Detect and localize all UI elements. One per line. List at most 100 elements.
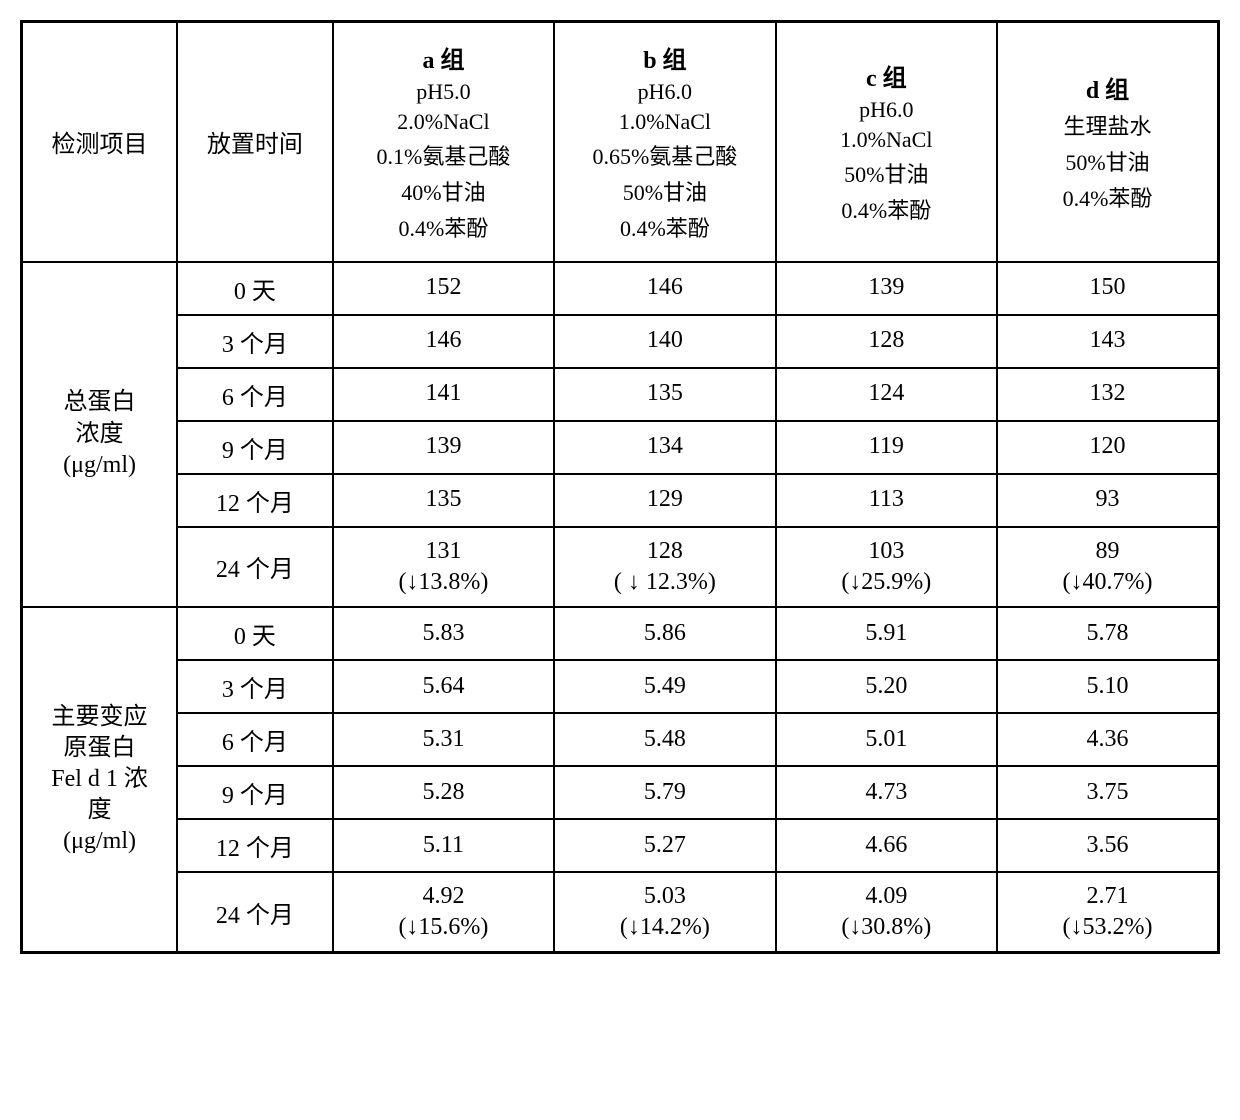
time-cell: 24 个月 bbox=[177, 872, 333, 953]
value-cell: 5.01 bbox=[776, 713, 997, 766]
group-b-title: b 组 bbox=[561, 40, 768, 75]
table-row: 3 个月5.645.495.205.10 bbox=[22, 660, 1219, 713]
group-b-line-3: 50%甘油 bbox=[561, 175, 768, 207]
value-cell: 5.03(↓14.2%) bbox=[554, 872, 775, 953]
group-a-line-3: 40%甘油 bbox=[340, 175, 547, 207]
table-row: 12 个月5.115.274.663.56 bbox=[22, 819, 1219, 872]
time-cell: 9 个月 bbox=[177, 766, 333, 819]
table-body: 总蛋白浓度(μg/ml)0 天1521461391503 个月146140128… bbox=[22, 262, 1219, 953]
value-cell: 134 bbox=[554, 421, 775, 474]
data-table: 检测项目 放置时间 a 组 pH5.0 2.0%NaCl 0.1%氨基己酸 40… bbox=[20, 20, 1220, 954]
value-cell: 4.09(↓30.8%) bbox=[776, 872, 997, 953]
group-c-line-2: 50%甘油 bbox=[783, 157, 990, 189]
table-row: 12 个月13512911393 bbox=[22, 474, 1219, 527]
value-cell: 143 bbox=[997, 315, 1218, 368]
group-d-line-0: 生理盐水 bbox=[1004, 109, 1211, 141]
value-cell: 4.66 bbox=[776, 819, 997, 872]
value-cell: 5.78 bbox=[997, 607, 1218, 660]
value-cell: 146 bbox=[333, 315, 554, 368]
value-cell: 5.64 bbox=[333, 660, 554, 713]
table-row: 6 个月141135124132 bbox=[22, 368, 1219, 421]
section-label: 总蛋白浓度(μg/ml) bbox=[22, 262, 178, 607]
value-cell: 5.31 bbox=[333, 713, 554, 766]
time-cell: 6 个月 bbox=[177, 713, 333, 766]
value-cell: 146 bbox=[554, 262, 775, 315]
value-cell: 4.36 bbox=[997, 713, 1218, 766]
group-d-line-2: 0.4%苯酚 bbox=[1004, 181, 1211, 213]
value-cell: 5.83 bbox=[333, 607, 554, 660]
value-cell: 132 bbox=[997, 368, 1218, 421]
value-cell: 5.28 bbox=[333, 766, 554, 819]
col-header-item: 检测项目 bbox=[22, 22, 178, 262]
table-row: 24 个月4.92(↓15.6%)5.03(↓14.2%)4.09(↓30.8%… bbox=[22, 872, 1219, 953]
table-row: 9 个月139134119120 bbox=[22, 421, 1219, 474]
group-a-line-0: pH5.0 bbox=[340, 79, 547, 105]
table-row: 主要变应原蛋白Fel d 1 浓度(μg/ml)0 天5.835.865.915… bbox=[22, 607, 1219, 660]
value-cell: 135 bbox=[554, 368, 775, 421]
value-cell: 5.20 bbox=[776, 660, 997, 713]
value-cell: 152 bbox=[333, 262, 554, 315]
table-row: 9 个月5.285.794.733.75 bbox=[22, 766, 1219, 819]
group-d-line-1: 50%甘油 bbox=[1004, 145, 1211, 177]
group-b-line-2: 0.65%氨基己酸 bbox=[561, 139, 768, 171]
time-cell: 12 个月 bbox=[177, 819, 333, 872]
section-label: 主要变应原蛋白Fel d 1 浓度(μg/ml) bbox=[22, 607, 178, 953]
col-header-time: 放置时间 bbox=[177, 22, 333, 262]
group-c-line-3: 0.4%苯酚 bbox=[783, 193, 990, 225]
col-header-group-c: c 组 pH6.0 1.0%NaCl 50%甘油 0.4%苯酚 bbox=[776, 22, 997, 262]
value-cell: 4.92(↓15.6%) bbox=[333, 872, 554, 953]
value-cell: 5.91 bbox=[776, 607, 997, 660]
time-cell: 6 个月 bbox=[177, 368, 333, 421]
value-cell: 5.86 bbox=[554, 607, 775, 660]
value-cell: 93 bbox=[997, 474, 1218, 527]
value-cell: 139 bbox=[333, 421, 554, 474]
value-cell: 113 bbox=[776, 474, 997, 527]
group-b-line-1: 1.0%NaCl bbox=[561, 109, 768, 135]
value-cell: 139 bbox=[776, 262, 997, 315]
value-cell: 2.71(↓53.2%) bbox=[997, 872, 1218, 953]
value-cell: 5.48 bbox=[554, 713, 775, 766]
group-b-line-0: pH6.0 bbox=[561, 79, 768, 105]
group-a-line-1: 2.0%NaCl bbox=[340, 109, 547, 135]
time-cell: 9 个月 bbox=[177, 421, 333, 474]
value-cell: 128( ↓ 12.3%) bbox=[554, 527, 775, 607]
value-cell: 120 bbox=[997, 421, 1218, 474]
group-d-title: d 组 bbox=[1004, 70, 1211, 105]
time-cell: 12 个月 bbox=[177, 474, 333, 527]
value-cell: 5.49 bbox=[554, 660, 775, 713]
value-cell: 5.11 bbox=[333, 819, 554, 872]
value-cell: 131(↓13.8%) bbox=[333, 527, 554, 607]
value-cell: 3.75 bbox=[997, 766, 1218, 819]
col-header-group-d: d 组 生理盐水 50%甘油 0.4%苯酚 bbox=[997, 22, 1218, 262]
col-header-group-b: b 组 pH6.0 1.0%NaCl 0.65%氨基己酸 50%甘油 0.4%苯… bbox=[554, 22, 775, 262]
value-cell: 141 bbox=[333, 368, 554, 421]
value-cell: 89(↓40.7%) bbox=[997, 527, 1218, 607]
group-a-title: a 组 bbox=[340, 40, 547, 75]
table-row: 3 个月146140128143 bbox=[22, 315, 1219, 368]
value-cell: 4.73 bbox=[776, 766, 997, 819]
group-c-line-1: 1.0%NaCl bbox=[783, 127, 990, 153]
time-cell: 0 天 bbox=[177, 607, 333, 660]
table-row: 6 个月5.315.485.014.36 bbox=[22, 713, 1219, 766]
value-cell: 140 bbox=[554, 315, 775, 368]
col-header-group-a: a 组 pH5.0 2.0%NaCl 0.1%氨基己酸 40%甘油 0.4%苯酚 bbox=[333, 22, 554, 262]
value-cell: 103(↓25.9%) bbox=[776, 527, 997, 607]
value-cell: 150 bbox=[997, 262, 1218, 315]
group-c-title: c 组 bbox=[783, 58, 990, 93]
value-cell: 5.79 bbox=[554, 766, 775, 819]
group-b-line-4: 0.4%苯酚 bbox=[561, 211, 768, 243]
value-cell: 128 bbox=[776, 315, 997, 368]
value-cell: 129 bbox=[554, 474, 775, 527]
value-cell: 5.27 bbox=[554, 819, 775, 872]
value-cell: 119 bbox=[776, 421, 997, 474]
group-c-line-0: pH6.0 bbox=[783, 97, 990, 123]
value-cell: 135 bbox=[333, 474, 554, 527]
group-a-line-2: 0.1%氨基己酸 bbox=[340, 139, 547, 171]
table-row: 24 个月131(↓13.8%)128( ↓ 12.3%)103(↓25.9%)… bbox=[22, 527, 1219, 607]
time-cell: 3 个月 bbox=[177, 660, 333, 713]
time-cell: 0 天 bbox=[177, 262, 333, 315]
time-cell: 3 个月 bbox=[177, 315, 333, 368]
time-cell: 24 个月 bbox=[177, 527, 333, 607]
value-cell: 3.56 bbox=[997, 819, 1218, 872]
value-cell: 5.10 bbox=[997, 660, 1218, 713]
